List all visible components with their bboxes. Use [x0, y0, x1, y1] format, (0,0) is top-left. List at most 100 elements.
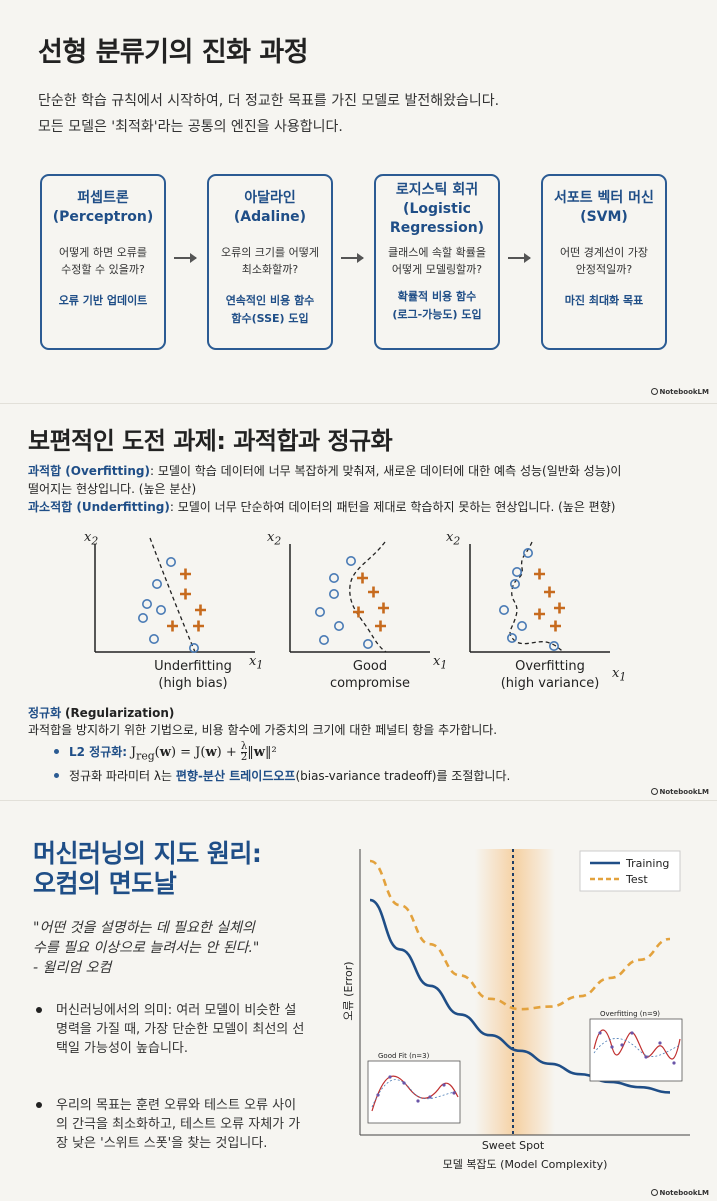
decision-boundary-curve	[349, 541, 387, 653]
l2-formula: Jreg(w) = J(w) + λ 2‖w‖²	[130, 741, 277, 763]
slide2-title: 보편적인 도전 과제: 과적합과 정규화	[28, 427, 393, 455]
circle-point	[318, 635, 329, 646]
plot-good-caption: Good compromise	[329, 659, 411, 691]
axis-y-label: x2	[446, 530, 461, 548]
card-question-line2: 안정적일까?	[575, 263, 633, 276]
bullet-dot-icon	[54, 749, 59, 754]
plus-point	[534, 568, 545, 580]
plus-point	[534, 608, 545, 620]
axis-y-label: x2	[84, 530, 99, 548]
circle-point	[314, 606, 325, 617]
card-answer-line1: 연속적인 비용 함수	[225, 294, 315, 307]
slide-occams-razor: 머신러닝의 지도 원리: 오컴의 면도날 "어떤 것을 설명하는 데 필요한 실체…	[0, 800, 717, 1201]
brand-logo: NotebookLM	[650, 1189, 709, 1197]
circle-point	[151, 578, 162, 589]
bullet-meaning: 머신러닝에서의 의미: 여러 모델이 비슷한 설명력을 가질 때, 가장 단순한…	[36, 1001, 306, 1058]
decision-boundary-wiggly	[509, 541, 565, 653]
card-title-line2: (SVM)	[580, 209, 628, 225]
bullet-goal: 우리의 목표는 훈련 오류와 테스트 오류 사이의 간극을 최소화하고, 테스트…	[36, 1096, 306, 1153]
brand-name: NotebookLM	[659, 1189, 709, 1197]
card-title-line2: (Logistic	[403, 201, 471, 217]
plus-point	[375, 620, 386, 632]
bullet-l2: L2 정규화: Jreg(w) = J(w) + λ 2‖w‖²	[54, 742, 277, 763]
overfit-desc-line2: 떨어지는 현상입니다. (높은 분산)	[28, 482, 197, 496]
axis-x-label: x1	[612, 666, 627, 684]
inset-overfitting: Overfitting (n=9)	[589, 1010, 683, 1082]
plus-point	[378, 602, 389, 614]
inset-overfitting-title: Overfitting (n=9)	[600, 1010, 660, 1018]
class-plus-markers	[353, 572, 389, 632]
card-question-line1: 어떻게 하면 오류를	[59, 246, 147, 259]
plus-point	[180, 588, 191, 600]
plus-point	[368, 586, 379, 598]
circle-point	[189, 643, 200, 654]
plus-point	[193, 620, 204, 632]
circle-point	[166, 557, 177, 567]
circle-point	[516, 621, 527, 632]
card-title-line1: 로지스틱 회귀	[395, 182, 479, 198]
legend-box	[579, 850, 681, 892]
bullet-dot-icon	[54, 773, 59, 778]
bullet-dot-icon	[36, 1102, 42, 1108]
error-chart-svg: Training Test Good Fit (n=3) Overfitting…	[342, 849, 690, 1171]
overfit-desc-line1: : 모델이 학습 데이터에 너무 복잡하게 맞춰져, 새로운 데이터에 대한 예…	[149, 464, 622, 478]
plot-overfitting-svg	[469, 541, 610, 653]
circle-point	[141, 598, 152, 609]
card-perceptron: 퍼셉트론 (Perceptron) 어떻게 하면 오류를 수정할 수 있을까? 오류…	[40, 174, 166, 350]
slide1-title: 선형 분류기의 진화 과정	[38, 37, 309, 68]
card-question-line2: 최소화할까?	[241, 263, 299, 276]
notebooklm-logo-icon	[650, 388, 658, 395]
decision-boundary-linear	[149, 537, 196, 653]
plot-overfitting-caption: Overfitting (high variance)	[500, 659, 600, 691]
circle-point	[522, 548, 533, 558]
brand-name: NotebookLM	[659, 388, 709, 396]
card-question-line1: 어떤 경계선이 가장	[560, 246, 648, 259]
legend-training-label: Training	[625, 857, 669, 870]
circle-point	[509, 578, 520, 589]
plot-underfitting-svg	[94, 537, 255, 654]
plot-underfitting-caption: Underfitting (high bias)	[154, 659, 232, 691]
sweet-spot-band	[475, 849, 555, 1135]
chart-y-label: 오류 (Error)	[342, 961, 355, 1020]
axis-x-label: x1	[249, 654, 264, 672]
class-circle-markers	[314, 556, 374, 650]
legend-test-label: Test	[625, 873, 648, 886]
plot-overfitting	[469, 541, 610, 658]
card-answer-line1: 오류 기반 업데이트	[58, 294, 148, 307]
bias-variance-chart: Training Test Good Fit (n=3) Overfitting…	[340, 831, 695, 1171]
axis-x-label: x1	[433, 654, 448, 672]
regularization-heading: 정규화 (Regularization)	[28, 704, 174, 722]
arrow-right-icon	[341, 253, 364, 263]
card-title-line1: 아달라인	[244, 190, 296, 206]
slide1-subtitle-line2: 모든 모델은 '최적화'라는 공통의 엔진을 사용합니다.	[38, 119, 343, 135]
card-title-line1: 퍼셉트론	[77, 190, 129, 206]
plot-good-svg	[289, 541, 430, 653]
bullet-l2-label: L2 정규화:	[69, 745, 128, 759]
card-title-line2: (Adaline)	[233, 209, 307, 225]
circle-point	[333, 621, 344, 632]
plus-point	[195, 604, 206, 616]
underfit-paragraph: 과소적합 (Underfitting): 모델이 너무 단순하여 데이터의 패턴…	[28, 498, 615, 516]
arrow-right-icon	[508, 253, 531, 263]
underfit-desc: : 모델이 너무 단순하여 데이터의 패턴을 제대로 학습하지 못하는 현상입니…	[169, 500, 616, 514]
circle-point	[506, 633, 517, 644]
card-logistic-regression: 로지스틱 회귀 (Logistic Regression) 클래스에 속할 확률을 어…	[374, 174, 500, 350]
notebooklm-logo-icon	[650, 1189, 658, 1196]
plus-point	[550, 620, 561, 632]
bullet-tradeoff: 정규화 파라미터 λ는 편향-분산 트레이드오프(bias-variance t…	[54, 767, 510, 784]
chart-x-label: 모델 복잡도 (Model Complexity)	[443, 1158, 608, 1171]
overfit-paragraph: 과적합 (Overfitting): 모델이 학습 데이터에 너무 복잡하게 맞…	[28, 462, 621, 498]
card-title-line2: (Perceptron)	[52, 209, 154, 225]
slide1-subtitle-line1: 단순한 학습 규칙에서 시작하여, 더 정교한 목표를 가진 모델로 발전해왔습…	[38, 93, 500, 109]
plus-point	[353, 606, 364, 618]
reg-term-en: (Regularization)	[64, 706, 175, 720]
brand-logo: NotebookLM	[650, 388, 709, 396]
plus-point	[544, 586, 555, 598]
slide-overfitting-regularization: 보편적인 도전 과제: 과적합과 정규화 과적합 (Overfitting): …	[0, 403, 717, 800]
class-plus-markers	[167, 568, 206, 632]
class-circle-markers	[137, 557, 200, 654]
series-line-training	[369, 898, 671, 1094]
card-question-line1: 오류의 크기를 어떻게	[220, 246, 320, 259]
circle-point	[498, 604, 509, 615]
